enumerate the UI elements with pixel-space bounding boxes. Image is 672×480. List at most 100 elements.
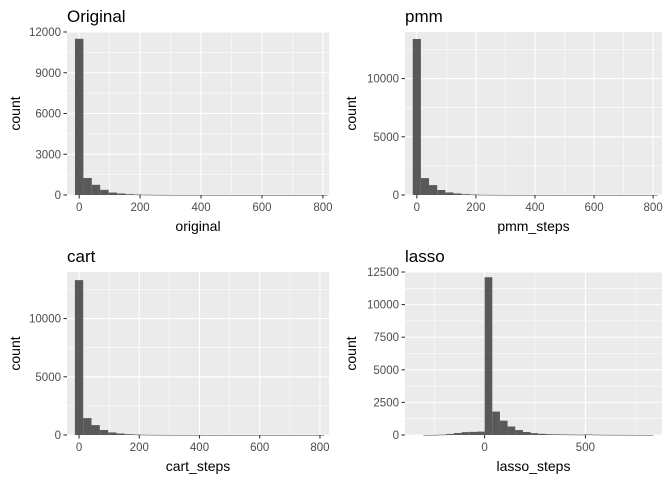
x-axis-title: original	[175, 218, 220, 234]
histogram-bar	[545, 434, 554, 435]
histogram-bar	[437, 189, 446, 195]
histogram-bar	[630, 434, 638, 436]
histogram-bar	[453, 193, 462, 195]
histogram-bar	[290, 434, 300, 436]
histogram-bar	[445, 192, 454, 195]
x-tick-label: 600	[250, 442, 269, 454]
y-tick-label: 5000	[373, 365, 399, 377]
histogram-bar	[535, 194, 544, 196]
histogram-bar	[310, 194, 319, 196]
histogram-bar	[515, 430, 523, 435]
histogram-bar	[307, 434, 316, 436]
y-axis-title: count	[7, 96, 23, 130]
histogram-bar	[133, 434, 142, 436]
histogram-bar	[224, 434, 233, 436]
histogram-bar	[141, 434, 150, 436]
panel-cart: 0 200 400 600 800 0 5000 10000 cart cart_steps cou…	[7, 247, 330, 474]
histogram-bar	[453, 433, 462, 435]
y-tick-label: 0	[55, 430, 61, 442]
histogram-bar	[149, 434, 159, 436]
y-tick-label: 7500	[373, 332, 399, 344]
x-tick-label: 0	[76, 202, 82, 214]
histogram-bar	[116, 433, 125, 435]
histogram-bar	[553, 434, 562, 435]
histogram-bar	[133, 194, 143, 196]
histogram-bar	[469, 194, 478, 196]
histogram-bar	[302, 194, 311, 196]
y-tick-label: 12000	[29, 27, 61, 39]
histogram-bar	[91, 425, 100, 435]
histogram-bar	[423, 434, 432, 436]
histogram-bar	[592, 194, 601, 196]
histogram-bar	[159, 194, 168, 196]
histogram-bar	[150, 194, 160, 196]
x-tick-label: 200	[130, 442, 149, 454]
histogram-bar	[217, 194, 227, 196]
histogram-bar	[108, 192, 118, 195]
histogram-bar	[207, 434, 217, 436]
histogram-bar	[74, 38, 84, 195]
histogram-bar	[607, 434, 615, 436]
histogram-bar	[622, 434, 631, 436]
histogram-bar	[477, 194, 487, 196]
histogram-bar	[637, 434, 646, 436]
histogram-bar	[559, 194, 568, 196]
histogram-bar	[494, 194, 503, 196]
x-tick-label: 0	[481, 442, 487, 454]
x-tick-label: 400	[191, 202, 210, 214]
histogram-bar	[446, 433, 454, 435]
histogram-bar	[632, 194, 642, 196]
histogram-bar	[575, 194, 584, 196]
panel-background	[405, 32, 662, 195]
y-tick-label: 0	[393, 430, 399, 442]
x-tick-label: 600	[252, 202, 271, 214]
y-tick-label: 5000	[373, 132, 399, 144]
panel-title: pmm	[405, 7, 443, 26]
histogram-bar	[645, 434, 654, 436]
panel-original: 0 200 400 600 800 0 3000 6000 9000 12000 Original o…	[7, 7, 333, 234]
x-tick-label: 0	[414, 202, 420, 214]
x-tick-label: 200	[466, 202, 485, 214]
x-tick-label: 800	[644, 202, 663, 214]
histogram-bar	[199, 434, 208, 436]
histogram-bar	[268, 194, 277, 196]
x-tick-label: 400	[525, 202, 544, 214]
histogram-bar	[299, 434, 308, 436]
y-tick-label: 0	[393, 190, 399, 202]
histogram-bar	[538, 433, 546, 435]
histogram-bar	[99, 429, 109, 435]
histogram-bar	[608, 194, 617, 196]
y-axis-title: count	[343, 96, 359, 130]
panel-title: lasso	[405, 247, 445, 266]
panel-title: cart	[67, 247, 96, 266]
histogram-bar	[175, 194, 185, 196]
histogram-bar	[276, 194, 286, 196]
histogram-bar	[251, 194, 260, 196]
histogram-bar	[469, 431, 477, 435]
histogram-bar	[259, 194, 269, 196]
histogram-bar	[502, 194, 511, 196]
histogram-bar	[551, 194, 560, 196]
histogram-bar	[476, 431, 485, 435]
histogram-bar	[249, 434, 258, 436]
y-tick-label: 12500	[367, 267, 399, 279]
panel-lasso: 0 50002500500075001000012500lassolasso_st…	[343, 247, 662, 474]
y-axis-title: count	[343, 336, 359, 370]
histogram-bar	[209, 194, 218, 196]
x-tick-label: 800	[313, 202, 332, 214]
histogram-bar	[125, 194, 134, 195]
histogram-bar	[234, 194, 244, 196]
histogram-bar	[91, 184, 101, 195]
histogram-bar	[201, 194, 210, 196]
histogram-bar	[182, 434, 192, 436]
histogram-bar	[184, 194, 193, 196]
histogram-bar	[293, 194, 303, 196]
histogram-bar	[166, 434, 175, 436]
x-tick-label: 400	[190, 442, 209, 454]
histogram-bar	[576, 434, 585, 436]
histogram-bar	[599, 434, 608, 436]
histogram-bar	[174, 434, 183, 436]
x-tick-label: 600	[584, 202, 603, 214]
histogram-bar	[74, 280, 84, 435]
